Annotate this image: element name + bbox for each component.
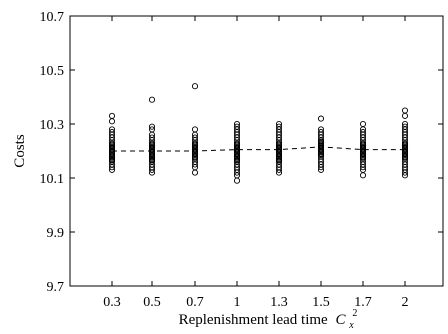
mean-line (112, 146, 405, 152)
y-tick-label: 9.7 (47, 280, 65, 295)
data-point (148, 123, 156, 130)
x-tick-label: 0.7 (186, 295, 204, 310)
x-tick-label: 1.7 (354, 295, 372, 310)
x-tick-label: 1.3 (270, 295, 288, 310)
data-point (233, 169, 241, 176)
data-point (191, 161, 199, 168)
y-tick-label: 10.5 (40, 64, 65, 79)
y-axis-label: Costs (12, 134, 28, 168)
data-point (359, 172, 367, 179)
data-point (317, 166, 325, 173)
data-point (108, 118, 116, 125)
data-point (233, 177, 241, 184)
data-point (191, 83, 199, 90)
data-point (359, 120, 367, 128)
data-point (148, 169, 156, 176)
x-tick-label: 1.5 (312, 295, 330, 310)
data-point (108, 164, 116, 171)
data-point (317, 164, 325, 171)
data-point (401, 169, 409, 176)
data-point (191, 169, 199, 176)
x-axis: 0.3 0.5 0.7 1 1.3 1.5 1.7 2 (103, 16, 409, 310)
y-tick-label: 10.7 (40, 10, 65, 25)
data-point (401, 112, 409, 119)
x-tick-label: 0.5 (143, 295, 161, 310)
data-point (108, 166, 116, 173)
y-tick-label: 10.1 (40, 172, 65, 187)
data-point (401, 107, 409, 114)
x-tick-label: 0.3 (103, 295, 121, 310)
x-tick-label: 2 (402, 295, 409, 310)
points-group (108, 83, 409, 184)
data-point (275, 166, 283, 173)
y-tick-label: 10.3 (40, 118, 65, 133)
data-point (359, 164, 367, 171)
x-tick-label: 1 (234, 295, 241, 310)
y-axis: 9.7 9.9 10.1 10.3 10.5 10.7 (40, 10, 443, 295)
x-axis-label-superscript: 2 (352, 308, 357, 319)
data-point (148, 166, 156, 173)
y-tick-label: 9.9 (47, 226, 65, 241)
data-point (191, 126, 199, 133)
data-point (317, 115, 325, 122)
x-axis-label: Replenishment lead time C x 2 (179, 308, 358, 332)
data-point (275, 169, 283, 176)
data-point (108, 112, 116, 119)
x-axis-label-symbol: C (335, 312, 346, 328)
x-axis-label-text: Replenishment lead time (179, 312, 328, 328)
data-point (148, 96, 156, 103)
plot-frame (69, 15, 444, 287)
mean-line-group (112, 146, 405, 152)
x-axis-label-subscript: x (348, 320, 354, 331)
data-point (401, 172, 409, 179)
